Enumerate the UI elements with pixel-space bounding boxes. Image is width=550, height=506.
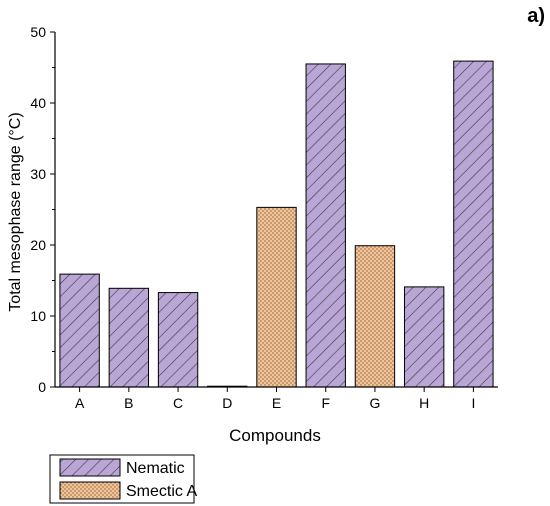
x-tick-label: I bbox=[471, 395, 475, 411]
x-tick-label: A bbox=[75, 395, 85, 411]
bar-a bbox=[59, 273, 100, 388]
y-tick-label: 30 bbox=[30, 166, 46, 182]
y-tick-label: 20 bbox=[30, 237, 46, 253]
x-tick-label: G bbox=[369, 395, 380, 411]
bar-b bbox=[108, 287, 150, 388]
bar-c bbox=[157, 292, 199, 388]
y-tick-label: 10 bbox=[30, 308, 46, 324]
panel-label: a) bbox=[527, 5, 545, 27]
bar-i bbox=[453, 60, 494, 388]
axes-group: A B C D E F G H I 0 10 20 30 40 50 bbox=[30, 24, 498, 411]
y-tick-label: 40 bbox=[30, 95, 46, 111]
x-axis-label: Compounds bbox=[229, 426, 321, 445]
legend-frame bbox=[49, 454, 195, 504]
x-tick-label: D bbox=[222, 395, 232, 411]
bar-e bbox=[256, 206, 297, 388]
y-tick-label: 0 bbox=[38, 379, 46, 395]
x-tick-label: E bbox=[272, 395, 281, 411]
legend-label-smectic-a: Smectic A bbox=[126, 483, 197, 500]
x-tick-label: B bbox=[124, 395, 133, 411]
bar-g bbox=[354, 245, 396, 388]
legend-swatch-nematic bbox=[59, 458, 121, 477]
bar-f bbox=[305, 63, 346, 388]
y-tick-label: 50 bbox=[30, 24, 46, 40]
legend-label-nematic: Nematic bbox=[126, 460, 185, 477]
legend: Nematic Smectic A bbox=[49, 454, 197, 504]
bar-h bbox=[403, 286, 445, 388]
y-axis-label: Total mesophase range (°C) bbox=[7, 112, 24, 311]
x-tick-label: C bbox=[173, 395, 183, 411]
bars-group bbox=[59, 60, 494, 388]
legend-swatch-smectic-a bbox=[59, 481, 121, 500]
x-tick-label: H bbox=[419, 395, 429, 411]
x-tick-label: F bbox=[321, 395, 330, 411]
